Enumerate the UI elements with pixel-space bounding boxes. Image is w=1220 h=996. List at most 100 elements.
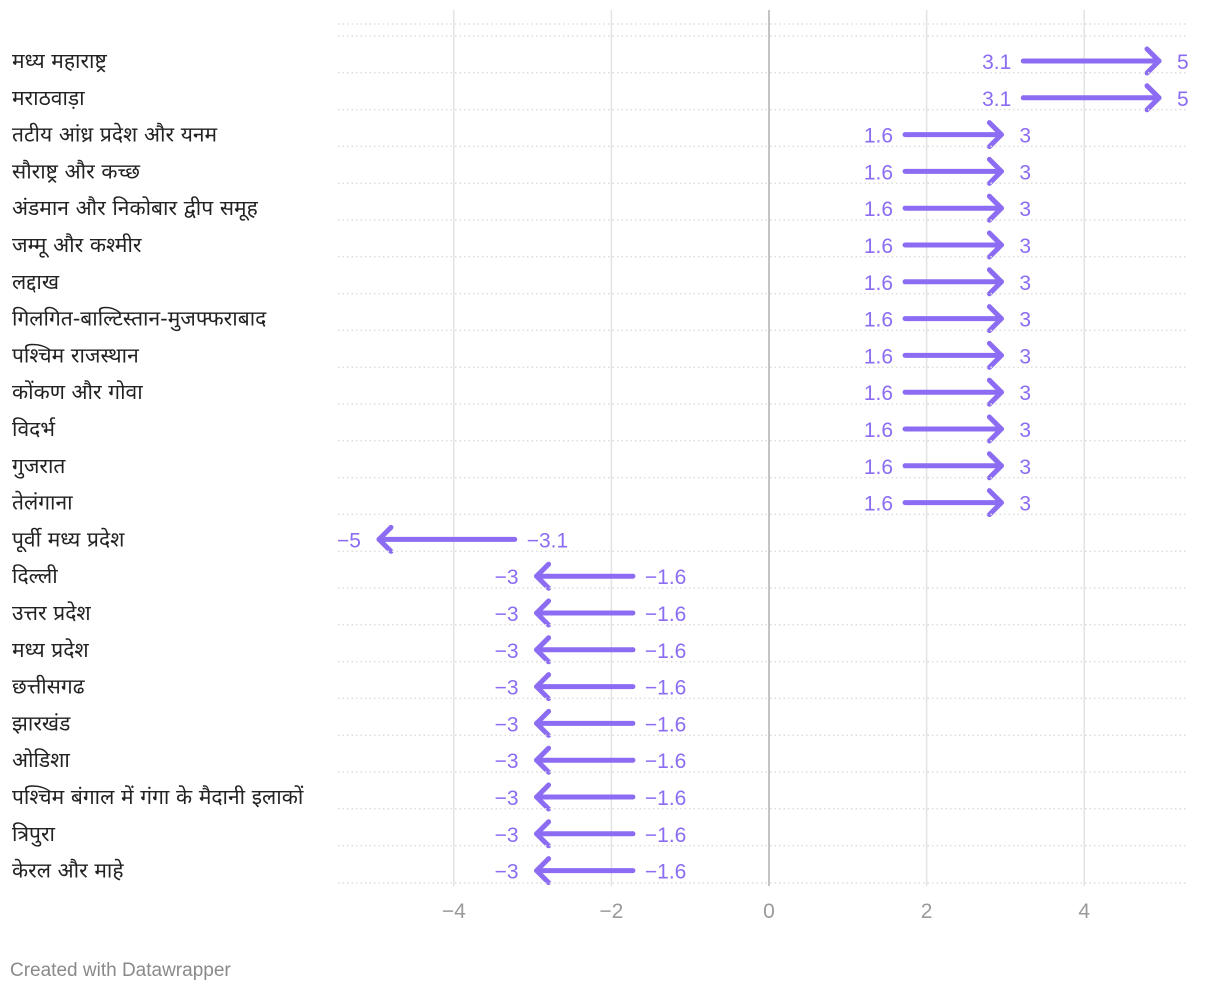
- row-label: मध्य महाराष्ट्र: [12, 49, 107, 73]
- row-label: छत्तीसगढ: [12, 675, 86, 699]
- to-value-label: 5: [1177, 51, 1189, 74]
- arrow-head: [986, 156, 1004, 186]
- to-value-label: 3: [1019, 198, 1031, 221]
- arrow-head: [534, 745, 552, 775]
- to-value-label: 3: [1019, 161, 1031, 184]
- row-label: मध्य प्रदेश: [12, 638, 89, 662]
- row-label: जम्मू और कश्मीर: [12, 233, 142, 258]
- from-value-label: −1.6: [645, 713, 686, 736]
- arrow-head: [534, 561, 552, 591]
- x-tick-label: 2: [921, 900, 933, 923]
- to-value-label: 3: [1019, 235, 1031, 258]
- x-tick-label: 0: [763, 900, 775, 923]
- row-label: पश्चिम बंगाल में गंगा के मैदानी इलाकों: [12, 785, 304, 809]
- row-label: लद्दाख: [12, 270, 60, 294]
- row-label: ओडिशा: [12, 748, 70, 772]
- from-value-label: −1.6: [645, 787, 686, 810]
- arrow-head: [534, 782, 552, 812]
- arrow-head: [1144, 46, 1162, 76]
- from-value-label: 1.6: [864, 309, 893, 332]
- row-label: तेलंगाना: [12, 491, 73, 515]
- arrow-head: [986, 451, 1004, 481]
- x-tick-label: 4: [1078, 900, 1090, 923]
- from-value-label: 3.1: [982, 88, 1011, 111]
- x-tick-label: −2: [599, 900, 623, 923]
- to-value-label: −3: [495, 787, 519, 810]
- to-value-label: −3: [495, 750, 519, 773]
- row-label: झारखंड: [12, 711, 71, 735]
- x-tick-label: −4: [442, 900, 466, 923]
- row-label: मराठवाड़ा: [12, 86, 85, 110]
- to-value-label: −3: [495, 566, 519, 589]
- to-value-label: −3: [495, 603, 519, 626]
- to-value-label: 3: [1019, 272, 1031, 295]
- row-label: दिल्ली: [12, 564, 58, 588]
- row-label: पश्चिम राजस्थान: [12, 343, 139, 367]
- to-value-label: −3: [495, 640, 519, 663]
- arrow-head: [986, 267, 1004, 297]
- arrow-head: [986, 120, 1004, 150]
- arrow-head: [534, 856, 552, 886]
- to-value-label: −3: [495, 713, 519, 736]
- from-value-label: 1.6: [864, 493, 893, 516]
- from-value-label: −1.6: [645, 677, 686, 700]
- arrow-head: [534, 635, 552, 665]
- row-label: त्रिपुरा: [12, 822, 56, 847]
- arrow-head: [534, 708, 552, 738]
- to-value-label: 3: [1019, 382, 1031, 405]
- from-value-label: 1.6: [864, 125, 893, 148]
- to-value-label: 3: [1019, 419, 1031, 442]
- arrow-head: [376, 524, 394, 554]
- to-value-label: 3: [1019, 493, 1031, 516]
- to-value-label: −3: [495, 861, 519, 884]
- arrow-head: [986, 304, 1004, 334]
- row-label: उत्तर प्रदेश: [12, 601, 91, 625]
- from-value-label: −1.6: [645, 566, 686, 589]
- to-value-label: 5: [1177, 88, 1189, 111]
- arrow-head: [534, 598, 552, 628]
- arrow-head: [986, 340, 1004, 370]
- to-value-label: 3: [1019, 125, 1031, 148]
- to-value-label: 3: [1019, 309, 1031, 332]
- row-label: पूर्वी मध्य प्रदेश: [12, 527, 125, 552]
- arrow-head: [1144, 83, 1162, 113]
- row-label: विदर्भ: [12, 417, 56, 441]
- from-value-label: 1.6: [864, 198, 893, 221]
- row-label: सौराष्ट्र और कच्छ: [12, 159, 140, 183]
- footer-credit: Created with Datawrapper: [10, 960, 231, 981]
- arrow-head: [534, 819, 552, 849]
- arrow-head: [986, 377, 1004, 407]
- to-value-label: 3: [1019, 345, 1031, 368]
- row-label: कोंकण और गोवा: [12, 380, 143, 404]
- from-value-label: −1.6: [645, 861, 686, 884]
- from-value-label: −1.6: [645, 640, 686, 663]
- row-label: तटीय आंध्र प्रदेश और यनम: [12, 123, 218, 147]
- to-value-label: 3: [1019, 456, 1031, 479]
- from-value-label: 1.6: [864, 235, 893, 258]
- from-value-label: −1.6: [645, 603, 686, 626]
- row-label: गुजरात: [12, 454, 66, 479]
- arrow-head: [534, 672, 552, 702]
- from-value-label: 1.6: [864, 382, 893, 405]
- row-label: अंडमान और निकोबार द्वीप समूह: [12, 196, 259, 221]
- from-value-label: 1.6: [864, 456, 893, 479]
- from-value-label: 1.6: [864, 161, 893, 184]
- from-value-label: 1.6: [864, 272, 893, 295]
- from-value-label: −1.6: [645, 750, 686, 773]
- to-value-label: −3: [495, 677, 519, 700]
- from-value-label: −1.6: [645, 824, 686, 847]
- from-value-label: 1.6: [864, 345, 893, 368]
- from-value-label: −3.1: [527, 529, 568, 552]
- arrow-head: [986, 414, 1004, 444]
- arrow-head: [986, 230, 1004, 260]
- row-label: केरल और माहे: [12, 859, 124, 883]
- from-value-label: 1.6: [864, 419, 893, 442]
- row-label: गिलगित-बाल्टिस्तान-मुजफ्फराबाद: [12, 307, 267, 332]
- from-value-label: 3.1: [982, 51, 1011, 74]
- arrow-head: [986, 488, 1004, 518]
- arrow-head: [986, 193, 1004, 223]
- to-value-label: −5: [337, 529, 361, 552]
- to-value-label: −3: [495, 824, 519, 847]
